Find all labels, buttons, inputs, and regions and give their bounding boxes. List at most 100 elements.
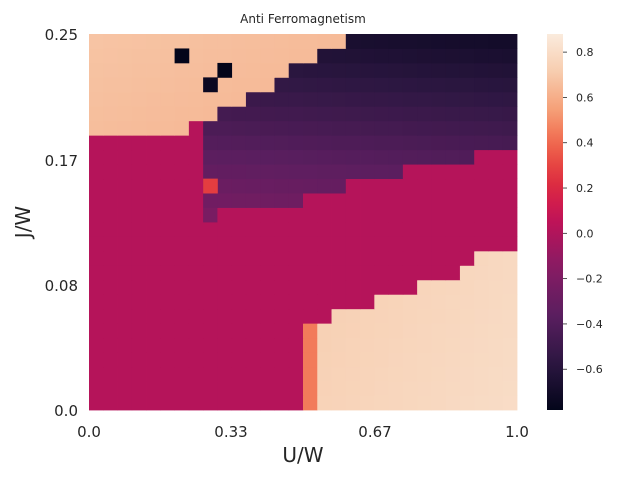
heatmap-cell [360,395,375,411]
heatmap-cell [288,250,304,266]
heatmap-cell [231,250,247,266]
heatmap-cell [345,207,361,223]
heatmap-cell [488,91,504,107]
heatmap-cell [374,308,389,324]
heatmap-cell [474,250,489,266]
heatmap-cell [288,106,304,122]
y-tick-label: 0.08 [45,277,78,295]
x-tick-label: 1.0 [505,423,529,441]
heatmap-cell [303,337,318,353]
y-axis-ticks: 0.0 0.08 0.17 0.25 [45,26,78,420]
x-axis-label: U/W [282,443,323,467]
heatmap-cell [117,395,133,411]
x-tick-label: 0.33 [214,423,247,441]
heatmap-cell [445,91,461,107]
heatmap-cell [217,323,233,339]
heatmap-cell [445,352,461,368]
heatmap-cell [402,207,418,223]
heatmap-cell [174,34,190,49]
colorbar-tick-label: 0.0 [576,227,594,240]
heatmap-cell [402,323,418,339]
heatmap-cell [231,62,247,78]
heatmap-cell [331,193,347,208]
heatmap-cell [288,164,304,180]
heatmap-cell [303,236,318,252]
heatmap-cell [274,91,290,107]
heatmap-cell [445,294,461,310]
heatmap-cell [231,91,247,107]
heatmap-cell [402,294,418,310]
heatmap-cell [160,34,175,49]
heatmap-cell [89,135,104,151]
heatmap-cell [146,323,161,339]
heatmap-cell [245,149,261,165]
heatmap-cell [417,236,432,252]
heatmap-cell [388,279,404,295]
heatmap-cell [402,106,418,122]
heatmap-cell [131,178,147,194]
heatmap-cell [445,222,461,237]
heatmap-cell [345,337,361,353]
heatmap-cell [431,135,447,151]
heatmap-cell [89,149,104,165]
heatmap-cell [459,34,475,49]
heatmap-cell [345,62,361,78]
heatmap-cell [217,265,233,281]
heatmap-cell [445,178,461,194]
heatmap-cell [146,308,161,324]
heatmap-cell [345,120,361,136]
heatmap-cell [474,395,489,411]
heatmap-cell [374,135,389,151]
heatmap-cell [103,265,118,281]
heatmap-cell [388,323,404,339]
heatmap-cell [274,62,290,78]
heatmap-cell [131,193,147,208]
heatmap-cell [245,193,261,208]
heatmap-cell [274,77,290,93]
heatmap-outlier-cell [217,62,233,78]
heatmap-cell [89,352,104,368]
heatmap-cell [317,164,332,180]
heatmap-cell [360,308,375,324]
heatmap-cell [260,77,275,93]
heatmap-cell [274,236,290,252]
heatmap-cell [474,279,489,295]
heatmap-cell [217,164,233,180]
heatmap-cell [103,381,118,396]
heatmap-cell [117,164,133,180]
heatmap-cell [360,48,375,64]
heatmap-cell [345,381,361,396]
heatmap-cell [303,48,318,64]
heatmap-cell [89,294,104,310]
heatmap-cell [131,279,147,295]
heatmap-cell [274,279,290,295]
heatmap-cell [331,77,347,93]
heatmap-cell [274,337,290,353]
heatmap-cell [117,149,133,165]
heatmap-cell [459,222,475,237]
heatmap-cell [445,395,461,411]
heatmap-cell [260,381,275,396]
heatmap-cell [317,395,332,411]
heatmap-cell [274,366,290,382]
heatmap-cell [331,106,347,122]
heatmap-cell [131,77,147,93]
heatmap-cell [488,352,504,368]
heatmap-cell [431,236,447,252]
heatmap-cell [488,308,504,324]
heatmap-cell [131,106,147,122]
heatmap-cell [417,91,432,107]
heatmap-cell [431,207,447,223]
heatmap-cell [317,178,332,194]
heatmap-cell [459,265,475,281]
x-tick-label: 0.0 [77,423,101,441]
heatmap-cell [103,77,118,93]
heatmap-cell [502,135,518,151]
heatmap-cell [188,236,204,252]
heatmap-cell [89,395,104,411]
heatmap-cell [160,48,175,64]
heatmap-cell [331,222,347,237]
heatmap-cell [174,120,190,136]
heatmap-cell [317,77,332,93]
heatmap-cell [160,164,175,180]
